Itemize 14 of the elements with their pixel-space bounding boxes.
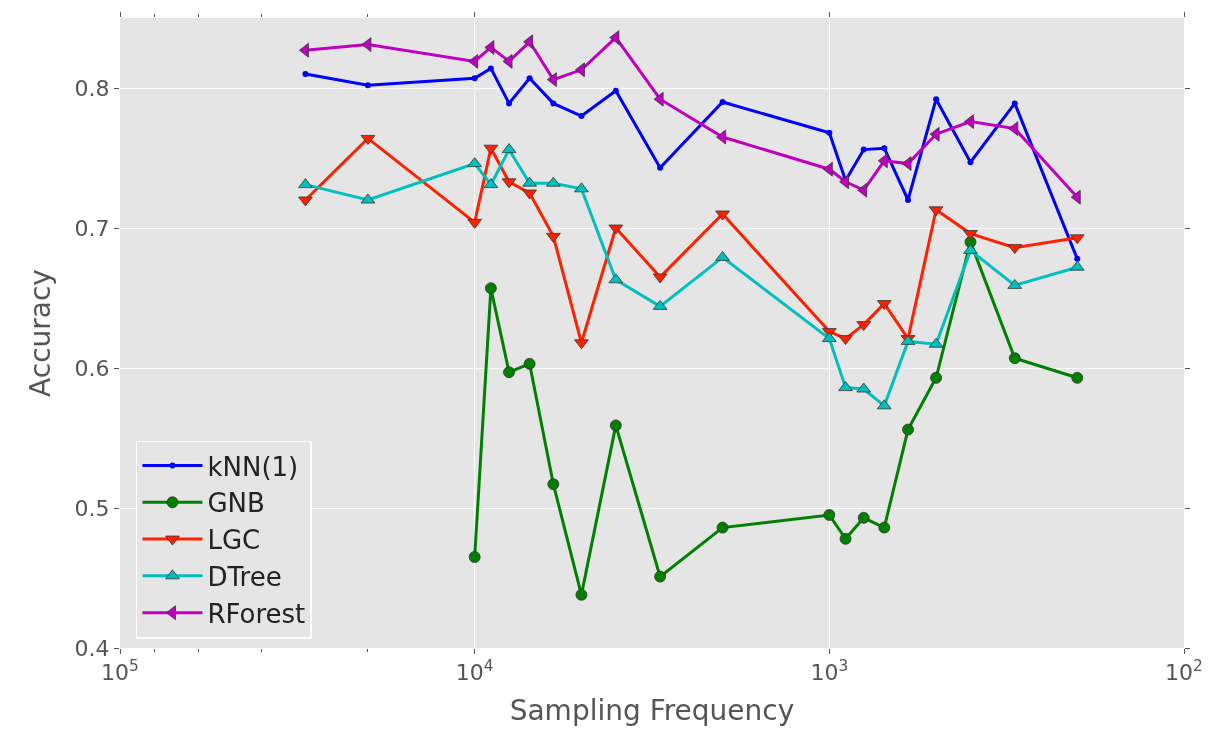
legend-label: GNB — [207, 488, 265, 519]
x-axis-title: Sampling Frequency — [509, 693, 795, 727]
y-tick-label: 0.8 — [74, 75, 110, 101]
y-axis-title: Accuracy — [24, 269, 58, 397]
y-tick-label: 0.5 — [74, 495, 110, 521]
legend-label: LGC — [207, 525, 261, 556]
y-tick-label: 0.7 — [74, 215, 110, 241]
y-tick-label: 0.6 — [74, 355, 110, 381]
x-tick-label: 10$^{2}$ — [1165, 657, 1203, 686]
legend-label: RForest — [207, 598, 306, 629]
legend-label: DTree — [207, 561, 282, 592]
x-tick-label: 10$^{4}$ — [455, 657, 494, 686]
x-tick-label: 10$^{3}$ — [810, 657, 849, 686]
legend-label: kNN(1) — [207, 451, 299, 482]
